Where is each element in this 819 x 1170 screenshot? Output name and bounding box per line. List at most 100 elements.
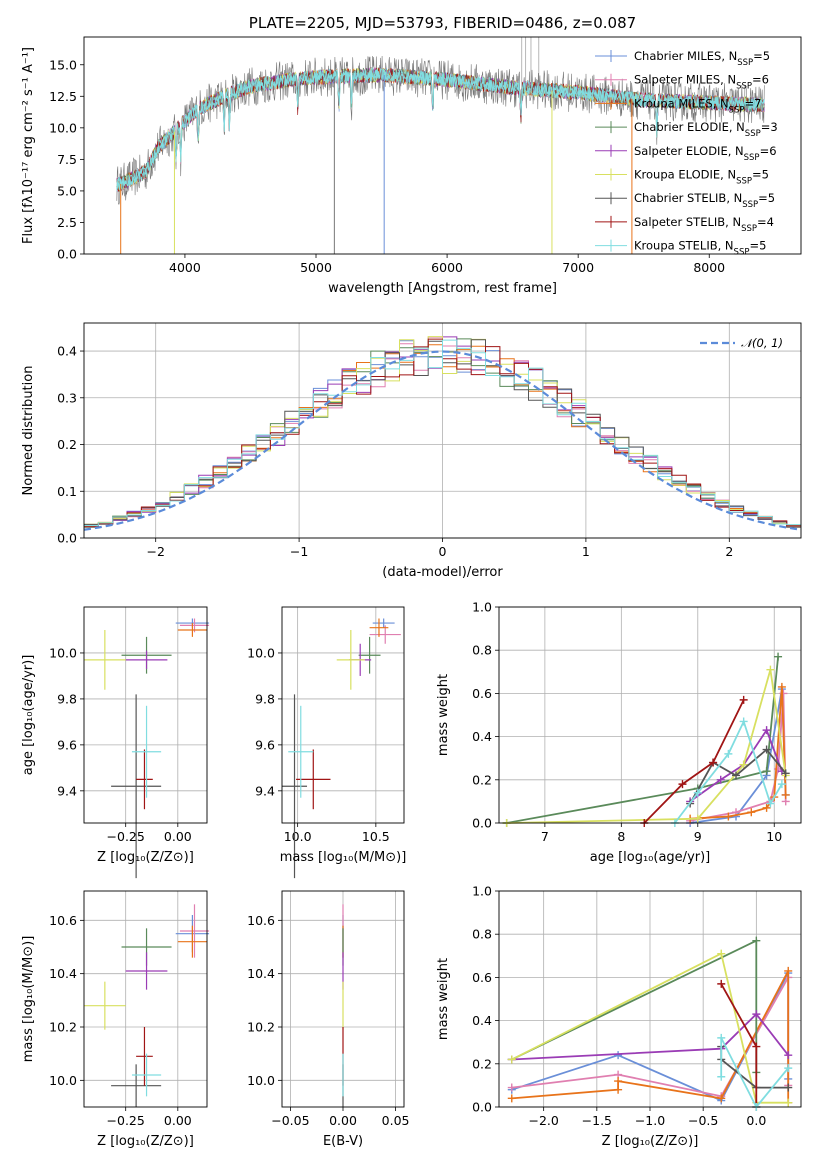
y-tick-label: 7.5 [57, 152, 77, 167]
age-vs-metallicity-panel: −0.25 0.00 9.4 9.6 9.8 10.0 Z [log₁₀(Z/Z⊙)] age… [21, 606, 210, 879]
x-axis-label: E(B-V) [323, 1134, 363, 1149]
x-tick-label: 10.5 [362, 829, 390, 844]
legend-entry-1: Chabrier MILES, NSSP=5 [634, 49, 770, 68]
y-tick-label: 10.0 [49, 1073, 77, 1088]
legend-entry-9: Kroupa STELIB, NSSP=5 [634, 239, 766, 258]
mass-vs-metallicity-panel: −0.25 0.00 10.0 10.2 10.4 10.6 Z [log₁₀(Z/Z⊙)]… [21, 890, 210, 1149]
weight-vs-age-panel: 7 8 9 10 0.0 0.2 0.4 0.6 0.8 1.0 age [log₁₀(age/yr… [436, 600, 802, 865]
weight-marker [678, 780, 687, 789]
errorbar-point-salpeter-stelib [136, 749, 153, 810]
weight-series-salpeter-stelib [640, 695, 748, 827]
legend-entry-6: Kroupa ELODIE, NSSP=5 [634, 168, 769, 187]
weight-marker [717, 1033, 726, 1042]
x-axis-label: (data-model)/error [382, 565, 503, 580]
y-tick-label: 0.2 [57, 437, 77, 452]
x-axis-label: Z [log₁₀(Z/Z⊙)] [97, 1134, 194, 1149]
weight-marker [693, 814, 702, 823]
weight-line [511, 970, 790, 1103]
axes-frame [498, 890, 802, 1108]
y-axis-label: mass weight [436, 958, 451, 1040]
model-spectrum-line-top [116, 68, 765, 190]
errorbar-point-salpeter-elodie [125, 650, 168, 670]
weight-marker [777, 780, 786, 789]
x-axis-label: mass [log₁₀(M/M⊙)] [280, 850, 407, 865]
x-tick-label: 0.00 [329, 1113, 357, 1128]
y-tick-label: 0.4 [57, 344, 77, 359]
y-tick-label: 10.4 [247, 966, 275, 981]
weight-marker [724, 749, 733, 758]
y-axis-label: mass [log₁₀(M/M⊙)] [21, 936, 36, 1063]
weight-marker [716, 775, 725, 784]
x-tick-label: 0.05 [382, 1113, 410, 1128]
weight-line [643, 699, 745, 824]
spectrum-lines [116, 37, 765, 254]
errorbar-point-kroupa-stelib [131, 705, 162, 798]
y-tick-label: 9.6 [57, 737, 77, 752]
x-tick-label: −0.5 [688, 1113, 718, 1128]
weight-marker [739, 717, 748, 726]
chart-title: PLATE=2205, MJD=53793, FIBERID=0486, z=0… [249, 14, 636, 32]
weight-marker [739, 760, 748, 769]
y-tick-label: 0.8 [472, 643, 492, 658]
errorbar-point-kroupa-elodie [84, 981, 126, 1030]
weight-vs-metallicity-panel: −2.0 −1.5 −1.0 −0.5 0.0 0.0 0.2 0.4 0.6 0.8 1.0 Z [… [436, 884, 802, 1149]
errorbar-point-kroupa-elodie [336, 629, 365, 690]
y-tick-label: 0.2 [472, 772, 492, 787]
x-tick-label: 8000 [693, 260, 725, 275]
x-tick-label: 7 [541, 829, 549, 844]
legend-entry-5: Salpeter ELODIE, NSSP=6 [634, 144, 777, 163]
errorbar-point-chabrier-stelib [282, 694, 308, 879]
weight-marker [784, 966, 793, 975]
y-tick-label: 10.0 [247, 1073, 275, 1088]
weight-marker [732, 771, 741, 780]
error-bars [282, 618, 401, 879]
axes-frame [281, 606, 405, 824]
x-tick-label: −0.25 [107, 829, 145, 844]
weight-marker [752, 936, 761, 945]
weight-marker [784, 1051, 793, 1060]
x-tick-label: −2 [146, 544, 164, 559]
y-tick-label: 10.2 [247, 1020, 275, 1035]
x-tick-label: 7000 [562, 260, 594, 275]
weight-marker [781, 790, 790, 799]
weight-marker [762, 745, 771, 754]
y-tick-label: 0.4 [472, 1013, 492, 1028]
weight-line [720, 1037, 789, 1109]
plot-area [502, 652, 790, 827]
y-axis-label: Normed distribution [21, 366, 36, 496]
error-bars [84, 904, 210, 1107]
weight-marker [766, 665, 775, 674]
plot-area [84, 904, 210, 1107]
y-tick-label: 15.0 [49, 57, 77, 72]
y-tick-label: 9.8 [255, 691, 275, 706]
weight-marker [752, 1010, 761, 1019]
y-tick-label: 0.6 [472, 686, 492, 701]
errorbar-point-salpeter-stelib [296, 749, 331, 810]
y-tick-label: 9.6 [255, 737, 275, 752]
weight-marker [507, 1094, 516, 1103]
x-tick-label: 6000 [431, 260, 463, 275]
weight-marker [614, 1077, 623, 1086]
spectrum-panel: 4000 5000 6000 7000 8000 0.0 2.5 5.0 7.5 10.0 12.5… [21, 14, 802, 296]
y-tick-label: 0.0 [472, 1100, 492, 1115]
x-tick-label: 0.00 [164, 1113, 192, 1128]
gaussian-legend: 𝒩(0, 1) [700, 336, 783, 350]
axes-frame [83, 36, 802, 255]
y-tick-label: 10.4 [49, 966, 77, 981]
x-tick-label: −0.05 [271, 1113, 309, 1128]
y-tick-label: 0.6 [472, 970, 492, 985]
weight-marker [717, 979, 726, 988]
x-tick-label: −1 [290, 544, 308, 559]
weight-marker [784, 1098, 793, 1107]
x-axis-label: wavelength [Angstrom, rest frame] [328, 281, 557, 296]
errorbar-point-kroupa-miles [369, 618, 389, 637]
x-tick-label: −1.5 [582, 1113, 612, 1128]
y-tick-label: 0.4 [472, 729, 492, 744]
plot-area [84, 336, 801, 531]
y-tick-label: 9.4 [255, 783, 275, 798]
x-tick-label: 0 [439, 544, 447, 559]
errorbar-point-salpeter-miles [179, 904, 210, 958]
y-tick-label: 0.1 [57, 484, 77, 499]
axes-frame [83, 322, 802, 539]
